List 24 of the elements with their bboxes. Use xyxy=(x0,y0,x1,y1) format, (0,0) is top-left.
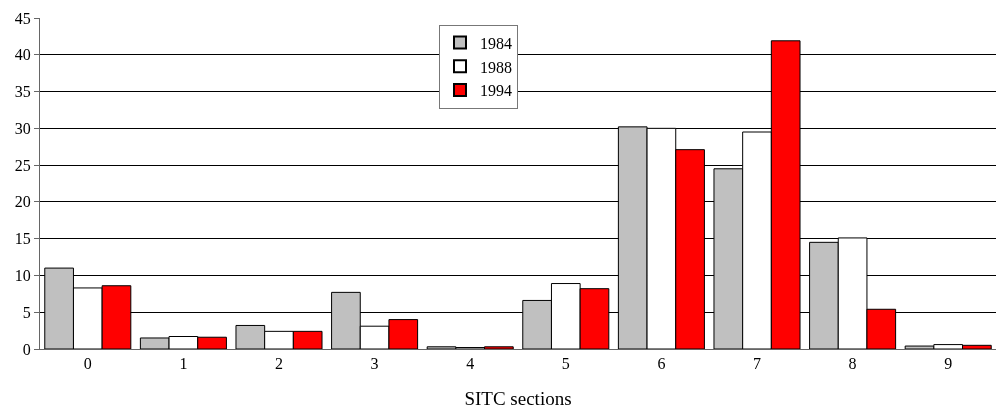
legend-label: 1988 xyxy=(480,58,512,76)
legend-label: 1994 xyxy=(480,82,512,100)
x-tick-label: 1 xyxy=(179,355,188,373)
x-tick-label: 9 xyxy=(944,355,953,373)
y-tick-label: 0 xyxy=(22,340,31,358)
x-axis-title: SITC sections xyxy=(464,388,572,409)
y-tick-label: 25 xyxy=(14,156,31,174)
legend-label: 1984 xyxy=(480,34,512,52)
x-tick-label: 7 xyxy=(753,355,761,373)
x-tick-label: 3 xyxy=(370,355,379,373)
x-tick-label: 5 xyxy=(561,355,570,373)
y-tick-label: 20 xyxy=(14,193,31,211)
y-tick-label: 45 xyxy=(14,9,31,27)
y-tick-label: 15 xyxy=(14,230,31,248)
x-tick-label: 0 xyxy=(83,355,92,373)
x-tick-label: 4 xyxy=(466,355,475,373)
x-tick-label: 2 xyxy=(275,355,283,373)
y-tick-label: 10 xyxy=(14,267,31,285)
y-tick-label: 35 xyxy=(14,83,31,101)
y-tick-label: 30 xyxy=(14,119,31,137)
y-tick-label: 5 xyxy=(22,303,31,321)
x-tick-label: 6 xyxy=(657,355,666,373)
x-tick-label: 8 xyxy=(848,355,857,373)
y-tick-label: 40 xyxy=(14,46,31,64)
